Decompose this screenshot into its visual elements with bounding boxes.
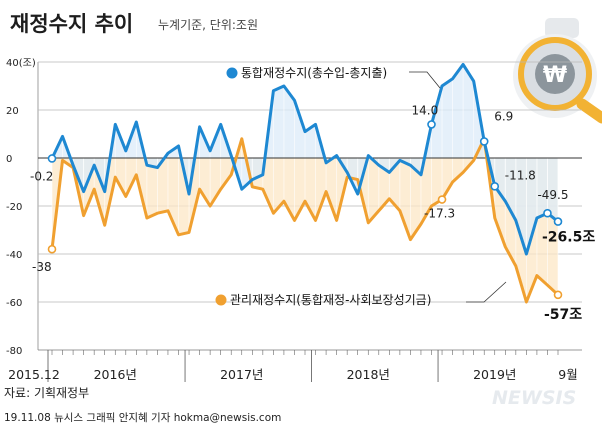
data-point-marker <box>427 120 436 129</box>
legend-managed: 관리재정수지(통합재정-사회보장성기금) <box>215 281 507 307</box>
y-tick-label: 0 <box>6 154 12 165</box>
data-value-label: 14.0 <box>412 103 439 117</box>
legend-integrated-dot <box>226 67 238 79</box>
chart-subtitle: 누계기준, 단위:조원 <box>158 18 258 32</box>
x-axis-label: 2015.12 <box>8 367 60 382</box>
legend-managed-label: 관리재정수지(통합재정-사회보장성기금) <box>230 293 431 307</box>
data-value-label: -17.3 <box>424 207 455 221</box>
newsis-logo: NEWSIS <box>492 387 576 409</box>
x-axis-label: 9월 <box>558 367 577 382</box>
won-magnifier-icon: ₩ <box>513 18 602 124</box>
chart-title: 재정수지 추이 <box>10 12 133 36</box>
data-point-marker <box>437 195 447 204</box>
data-point-marker <box>47 154 57 163</box>
y-tick-label: -20 <box>6 202 22 213</box>
managed-balance-line <box>50 137 560 304</box>
y-tick-label: -60 <box>6 298 22 309</box>
data-point-marker <box>553 217 563 226</box>
y-tick-label: 40(조) <box>6 58 36 69</box>
y-tick-label: -40 <box>6 250 22 261</box>
data-point-marker <box>47 244 57 254</box>
legend-managed-leader <box>466 281 507 303</box>
data-value-label: -26.5조 <box>542 230 595 246</box>
data-value-label: -0.2 <box>30 169 53 183</box>
legend-integrated-label: 통합재정수지(총수입-총지출) <box>241 66 387 80</box>
legend-integrated-leader <box>409 71 441 89</box>
credit-line: 19.11.08 뉴시스 그래픽 안지혜 기자 hokma@newsis.com <box>4 412 281 424</box>
x-axis-label: 2017년 <box>220 367 263 382</box>
integrated-balance-area <box>52 64 558 255</box>
integrated-balance-line <box>50 62 560 256</box>
x-axis-label: 2019년 <box>473 367 516 382</box>
data-value-label: 6.9 <box>494 109 513 123</box>
y-tick-label: 20 <box>6 106 19 117</box>
data-point-marker <box>490 182 500 191</box>
x-axis-label: 2016년 <box>94 367 137 382</box>
won-symbol: ₩ <box>543 63 567 88</box>
data-value-label: -11.8 <box>505 168 536 182</box>
x-axis-label: 2018년 <box>347 367 390 382</box>
source-note: 자료: 기획재정부 <box>4 386 89 400</box>
y-tick-label: -80 <box>6 346 22 357</box>
legend-managed-dot <box>215 294 227 306</box>
data-point-marker <box>553 290 563 300</box>
data-value-label: -49.5 <box>537 188 568 202</box>
data-point-marker <box>543 208 552 218</box>
data-point-marker <box>479 137 489 146</box>
data-value-label: -57조 <box>544 307 582 323</box>
data-value-label: -38 <box>32 260 52 274</box>
legend-integrated: 통합재정수지(총수입-총지출) <box>226 66 441 89</box>
